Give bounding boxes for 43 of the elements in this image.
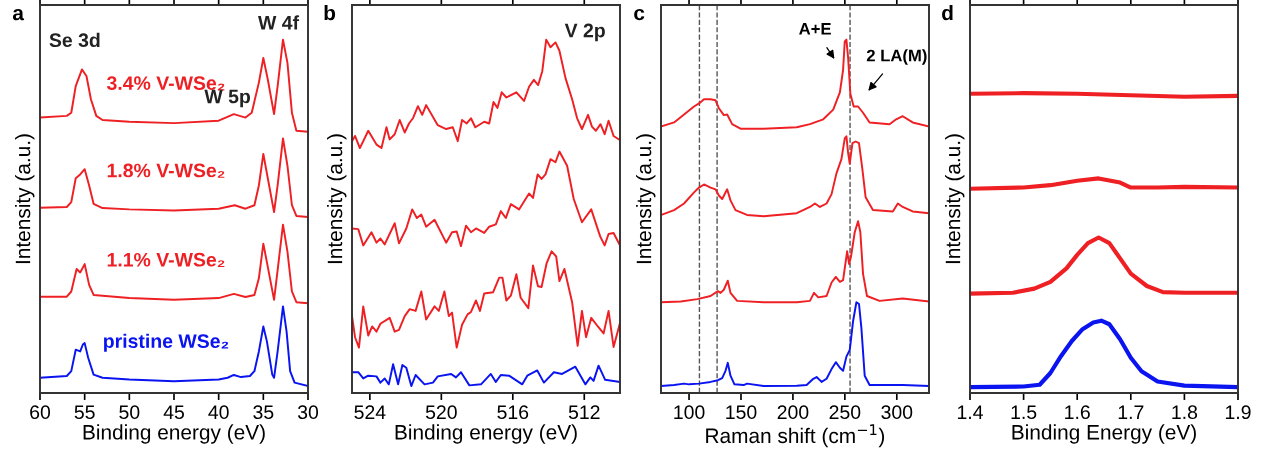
chart-title: d (942, 5, 953, 21)
series-label: pristine WSe₂ (104, 333, 229, 352)
chart-title: a (12, 8, 25, 21)
y-axis-title: Intensity (a.u.) (15, 134, 35, 264)
x-tick-label: 1.8 (1172, 405, 1198, 420)
x-tick-label: 30 (297, 405, 319, 420)
annotation: Se 3d (49, 32, 100, 48)
x-tick-label: 516 (497, 405, 529, 420)
y-axis-title: Intensity (a.u.) (636, 134, 656, 264)
x-tick-label: 60 (30, 405, 51, 420)
x-axis-title: Binding energy (eV) (83, 424, 265, 444)
x-tick-label: 520 (425, 405, 457, 420)
x-tick-label: 1.5 (1011, 405, 1037, 420)
x-tick-label: 35 (253, 405, 274, 420)
x-tick-label: 524 (354, 405, 386, 420)
x-tick-label: 1.6 (1065, 405, 1090, 420)
x-tick-label: 45 (163, 405, 184, 420)
x-tick-label: 55 (74, 405, 95, 420)
chart-title: c (634, 8, 645, 21)
chart-title: b (324, 5, 336, 21)
x-tick-label: 200 (777, 405, 809, 420)
series-label: 1.8% V-WSe₂ (107, 163, 225, 178)
x-tick-label: 1.9 (1225, 405, 1251, 420)
x-axis-title: Raman shift (cm$^{−1}$) (706, 424, 885, 448)
x-tick-label: 150 (726, 405, 757, 420)
x-tick-label: 250 (829, 405, 861, 420)
x-tick-label: 1.4 (957, 405, 983, 419)
x-tick-label: 512 (568, 405, 600, 420)
y-axis-title: Intensity (a.u.) (945, 134, 965, 264)
x-axis-title: Binding Energy (eV) (1012, 424, 1196, 444)
text: A+E (799, 23, 831, 35)
y-axis-title: Intensity (a.u.) (327, 134, 347, 264)
text: W 4f (258, 15, 300, 30)
x-tick-label: 1.7 (1118, 405, 1144, 419)
series-label: 1.1% V-WSe₂ (107, 252, 225, 268)
series-label: 3.4% V-WSe₂ (106, 76, 225, 91)
x-tick-label: 300 (881, 405, 913, 420)
annotation: V 2p (564, 23, 605, 42)
x-axis-title: Binding energy (eV) (395, 424, 577, 444)
x-tick-label: 40 (208, 405, 229, 420)
x-tick-label: 50 (119, 405, 140, 420)
x-tick-label: 100 (674, 405, 705, 420)
annotation: 2 LA(M) (866, 49, 927, 65)
